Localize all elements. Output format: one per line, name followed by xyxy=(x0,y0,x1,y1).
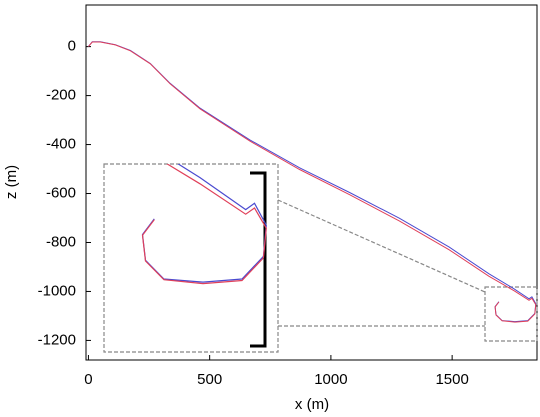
y-tick-label: -800 xyxy=(46,233,76,250)
inset xyxy=(141,164,267,285)
inset-trajectory xyxy=(141,164,267,283)
trajectory xyxy=(88,41,537,323)
zoom-region xyxy=(484,286,538,342)
x-tick-label: 500 xyxy=(197,371,222,388)
y-tick-label: 0 xyxy=(68,38,76,55)
x-tick-label: 1000 xyxy=(314,371,347,388)
plot-frame xyxy=(85,4,538,361)
inset-trajectory xyxy=(141,164,267,285)
y-tick-label: -400 xyxy=(46,136,76,153)
x-tick-label: 1500 xyxy=(435,371,468,388)
y-tick-label: -1200 xyxy=(38,331,76,348)
trajectory xyxy=(88,41,537,323)
y-axis-label: z (m) xyxy=(3,165,20,199)
scale-bar xyxy=(250,171,267,348)
y-tick-label: -1000 xyxy=(38,282,76,299)
zoom-connector xyxy=(277,199,486,293)
y-tick-label: -600 xyxy=(46,184,76,201)
y-tick-label: -200 xyxy=(46,87,76,104)
inset-frame xyxy=(103,163,279,353)
x-axis-label: x (m) xyxy=(295,396,329,413)
x-tick-label: 0 xyxy=(84,371,92,388)
